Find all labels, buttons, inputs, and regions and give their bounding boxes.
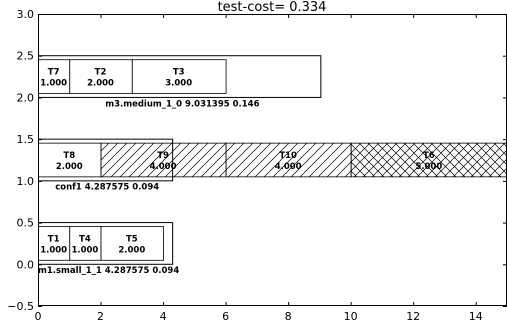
task-name-label: T9 <box>157 151 169 161</box>
task-bar <box>38 226 71 261</box>
y-tick-label: 2.5 <box>17 50 35 63</box>
task-name-label: T10 <box>279 151 297 161</box>
x-tick-label: 4 <box>160 310 167 323</box>
task-value-label: 1.000 <box>40 245 67 255</box>
group-label: conf1 4.287575 0.094 <box>55 183 159 193</box>
task-value-label: 4.000 <box>150 162 177 172</box>
task-value-label: 2.000 <box>56 162 83 172</box>
task-bar <box>100 226 164 261</box>
task-bar <box>350 142 507 178</box>
task-value-label: 1.000 <box>71 245 98 255</box>
y-tick-label: 0.0 <box>17 258 35 271</box>
task-value-label: 2.000 <box>118 245 145 255</box>
x-tick-label: 8 <box>285 310 292 323</box>
task-bar <box>131 59 227 94</box>
task-bar <box>69 59 133 94</box>
y-tick-label: 1.5 <box>17 133 35 146</box>
task-value-label: 2.000 <box>87 79 114 89</box>
y-tick-label: 3.0 <box>17 8 35 21</box>
y-tick-label: 2.0 <box>17 91 35 104</box>
x-tick-label: 0 <box>35 310 42 323</box>
task-bar <box>69 226 102 261</box>
task-bar <box>225 142 352 178</box>
task-bar <box>38 59 71 94</box>
task-value-label: 4.000 <box>275 162 302 172</box>
x-tick-label: 14 <box>469 310 483 323</box>
x-tick-label: 10 <box>344 310 358 323</box>
x-tick-label: 12 <box>406 310 420 323</box>
task-name-label: T1 <box>48 234 60 244</box>
task-name-label: T8 <box>63 151 75 161</box>
x-tick-label: 2 <box>97 310 104 323</box>
y-tick-label: 0.5 <box>17 217 35 230</box>
task-name-label: T2 <box>95 68 107 78</box>
task-bar <box>100 142 227 178</box>
chart-title: test-cost= 0.334 <box>218 0 327 15</box>
x-tick-label: 6 <box>222 310 229 323</box>
task-name-label: T6 <box>423 151 435 161</box>
group-label: m1.small_1_1 4.287575 0.094 <box>38 266 179 276</box>
task-name-label: T3 <box>173 68 185 78</box>
task-value-label: 3.000 <box>165 79 192 89</box>
task-name-label: T5 <box>126 234 138 244</box>
group-label: m3.medium_1_0 9.031395 0.146 <box>105 99 259 109</box>
task-value-label: 5.000 <box>415 162 442 172</box>
y-tick-label: −0.5 <box>7 300 34 313</box>
y-tick-label: 1.0 <box>17 175 35 188</box>
task-name-label: T4 <box>79 234 91 244</box>
task-value-label: 1.000 <box>40 79 67 89</box>
task-name-label: T7 <box>48 68 60 78</box>
task-bar <box>38 142 102 178</box>
